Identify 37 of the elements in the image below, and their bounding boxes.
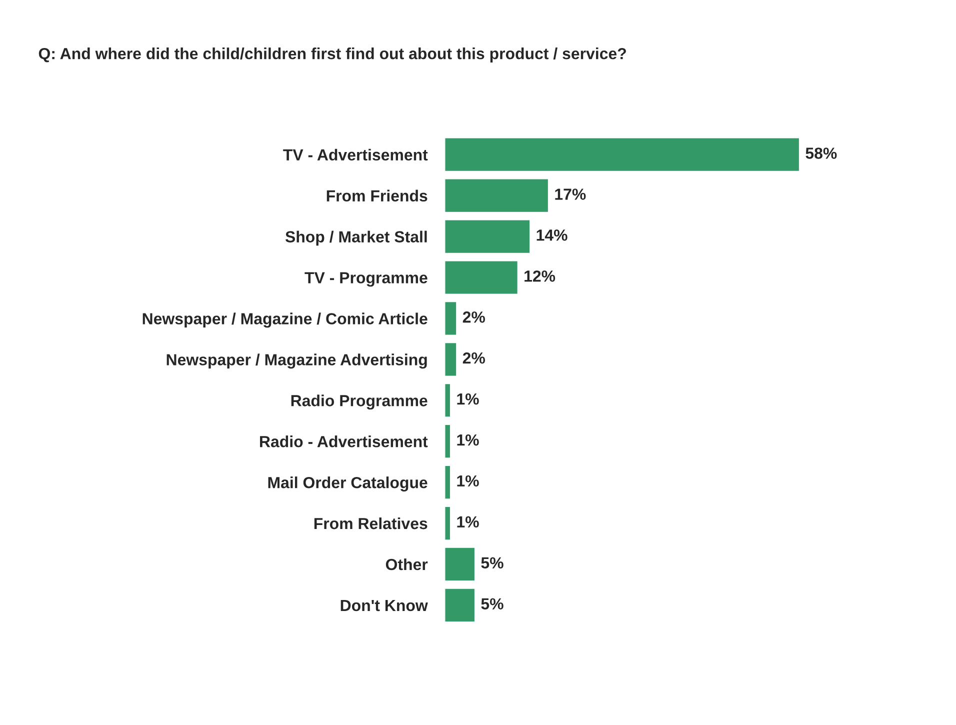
y-tick-label: Other xyxy=(386,558,428,570)
y-tick-label: Shop / Market Stall xyxy=(285,230,427,246)
bar xyxy=(444,588,476,623)
data-label: 2% xyxy=(462,352,486,364)
data-label: 1% xyxy=(457,393,479,405)
y-tick-label: From Relatives xyxy=(314,517,428,530)
bar xyxy=(444,260,519,296)
chart-title: Q: And where did the child/children first find out about this product / service? xyxy=(38,48,626,62)
y-tick-label: Newspaper / Magazine / Comic Article xyxy=(142,312,428,328)
data-label: 1% xyxy=(457,434,479,446)
data-label: 2% xyxy=(462,311,486,323)
bar xyxy=(444,464,452,500)
bar xyxy=(444,218,531,254)
data-label: 12% xyxy=(524,270,556,282)
data-label: 1% xyxy=(457,475,479,487)
y-tick-label: From Friends xyxy=(326,190,428,202)
y-tick-label: Don't Know xyxy=(340,600,428,612)
bar xyxy=(444,342,458,378)
data-label: 5% xyxy=(481,598,504,610)
data-label: 58% xyxy=(806,148,837,159)
y-tick-label: Mail Order Catalogue xyxy=(268,476,428,492)
bar xyxy=(444,546,476,582)
data-label: 1% xyxy=(457,516,479,528)
bar xyxy=(444,300,458,336)
y-tick-label: Radio - Advertisement xyxy=(260,436,428,448)
y-tick-label: TV - Programme xyxy=(304,272,428,287)
bar xyxy=(444,382,452,418)
data-label: 14% xyxy=(536,230,568,241)
y-tick-label: TV - Advertisement xyxy=(283,148,428,161)
bar xyxy=(444,506,452,541)
y-tick-label: Radio Programme xyxy=(291,394,428,410)
bar xyxy=(444,424,452,460)
bar xyxy=(444,178,550,214)
data-label: 5% xyxy=(481,557,504,569)
bar xyxy=(444,136,800,172)
data-label: 17% xyxy=(555,188,586,200)
y-tick-label: Newspaper / Magazine Advertising xyxy=(166,354,427,369)
